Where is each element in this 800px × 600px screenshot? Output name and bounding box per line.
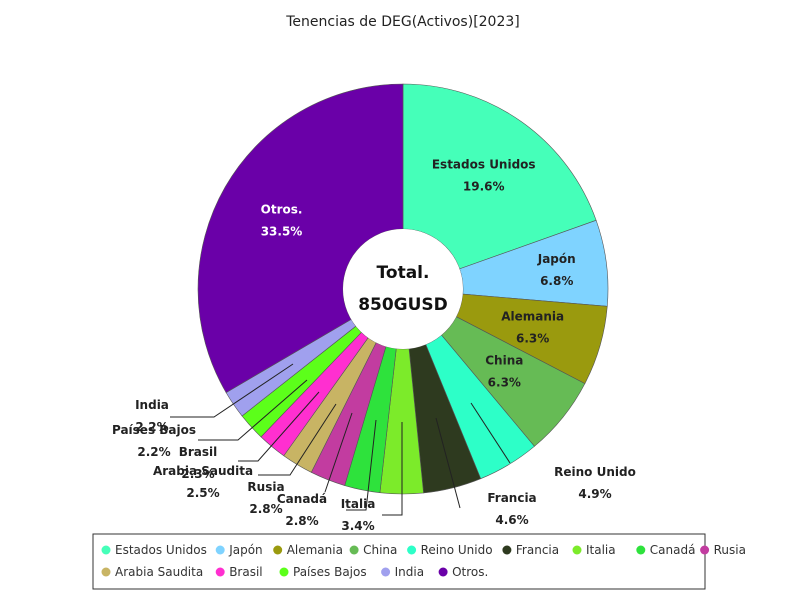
slice-value-china: 6.3% (488, 375, 521, 389)
slice-label-arabia-saudita: Arabia Saudita (153, 464, 253, 478)
leader-line-italia (382, 422, 403, 516)
slice-value-otros: 33.5% (261, 224, 303, 238)
legend-label-reino-unido[interactable]: Reino Unido (421, 543, 493, 557)
legend-marker-paises-bajos (279, 567, 289, 577)
slice-value-alemania: 6.3% (516, 332, 549, 346)
legend-label-paises-bajos[interactable]: Países Bajos (293, 565, 367, 579)
slice-label-brasil: Brasil (179, 445, 218, 459)
slice-label-india: India (135, 398, 169, 412)
legend-label-francia[interactable]: Francia (516, 543, 559, 557)
slice-value-brasil: 2.3% (181, 467, 214, 481)
slice-value-japon: 6.8% (540, 274, 573, 288)
legend-label-canada[interactable]: Canadá (650, 543, 696, 557)
legend-label-india[interactable]: India (395, 565, 424, 579)
legend-marker-arabia-saudita (101, 567, 111, 577)
slice-value-rusia: 2.8% (249, 502, 282, 516)
legend-label-japon[interactable]: Japón (228, 543, 262, 557)
legend-marker-italia (572, 545, 582, 555)
legend-label-rusia[interactable]: Rusia (714, 543, 746, 557)
slice-value-reino-unido: 4.9% (578, 487, 611, 501)
leader-line-india (170, 363, 294, 418)
legend-label-italia[interactable]: Italia (586, 543, 616, 557)
legend-marker-otros (438, 567, 448, 577)
slice-value-italia: 3.4% (341, 519, 374, 533)
slice-label-italia: Italia (341, 497, 376, 511)
center-label-line2: 850GUSD (358, 295, 448, 315)
legend: Estados Unidos Japón Alemania China Reino Un… (92, 533, 746, 590)
leader-line-arabia-saudita (258, 403, 337, 476)
legend-label-arabia-saudita[interactable]: Arabia Saudita (115, 565, 203, 579)
leader-line-brasil (238, 391, 320, 462)
slice-value-francia: 4.6% (495, 513, 528, 527)
legend-marker-brasil (215, 567, 225, 577)
slice-label-canada: Canadá (277, 492, 327, 506)
legend-box (92, 533, 706, 590)
legend-marker-china (349, 545, 359, 555)
legend-marker-estados-unidos (101, 545, 111, 555)
slice-value-india: 2.2% (135, 420, 168, 434)
center-hole-circle (343, 229, 463, 349)
chart-title: Tenencias de DEG(Activos)[2023] (285, 14, 520, 30)
slice-value-estados-unidos: 19.6% (463, 180, 505, 194)
legend-marker-alemania (273, 545, 283, 555)
slice-value-paises-bajos: 2.2% (137, 445, 170, 459)
legend-label-brasil[interactable]: Brasil (229, 565, 262, 579)
slice-label-reino-unido: Reino Unido (554, 465, 636, 479)
slice-value-canada: 2.8% (285, 514, 318, 528)
legend-marker-india (381, 567, 391, 577)
pie-slices (197, 83, 609, 495)
slice-label-estados-unidos: Estados Unidos (432, 158, 536, 172)
legend-marker-japon (215, 545, 225, 555)
slice-label-japon: Japón (537, 252, 576, 266)
legend-marker-reino-unido (407, 545, 417, 555)
slice-label-otros: Otros. (261, 202, 303, 216)
leader-line-canada (346, 419, 377, 511)
leader-line-reino-unido (470, 402, 511, 464)
slice-label-alemania: Alemania (501, 310, 564, 324)
legend-label-otros[interactable]: Otros. (452, 565, 488, 579)
legend-label-alemania[interactable]: Alemania (287, 543, 343, 557)
slice-labels: Estados Unidos 19.6% Japón 6.8% Alemania 6.3%… (112, 158, 636, 533)
slice-label-china: China (485, 353, 523, 367)
leader-line-paises-bajos (198, 379, 308, 441)
slice-value-arabia-saudita: 2.5% (186, 486, 219, 500)
leader-line-rusia (324, 412, 353, 493)
center-label-line1: Total. (377, 263, 430, 283)
legend-label-china[interactable]: China (363, 543, 397, 557)
leader-line-francia (435, 417, 461, 509)
legend-marker-canada (636, 545, 646, 555)
center-hole: Total. 850GUSD (343, 229, 463, 349)
slice-label-rusia: Rusia (247, 480, 284, 494)
slice-label-francia: Francia (487, 491, 536, 505)
legend-label-estados-unidos[interactable]: Estados Unidos (115, 543, 207, 557)
legend-marker-francia (502, 545, 512, 555)
leader-lines (170, 363, 511, 516)
legend-marker-rusia (700, 545, 710, 555)
slice-label-paises-bajos: Países Bajos (112, 423, 196, 437)
